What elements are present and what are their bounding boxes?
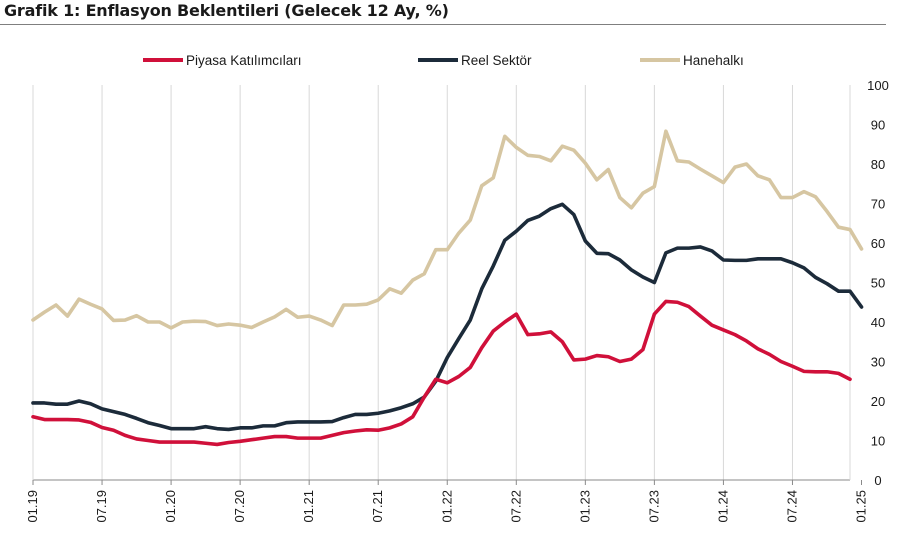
title-divider — [0, 24, 886, 25]
series-line-piyasa-katilimcilari — [31, 299, 852, 447]
y-tick-label: 70 — [871, 197, 885, 212]
x-tick-label: 01.21 — [301, 490, 316, 523]
x-tick-label: 07.20 — [232, 490, 247, 523]
legend-label: Piyasa Katılımcıları — [186, 53, 302, 68]
series-line-hanehalki — [31, 129, 864, 330]
legend-label: Reel Sektör — [461, 53, 532, 68]
x-tick-label: 07.23 — [646, 490, 661, 523]
x-tick-label: 07.22 — [508, 490, 523, 523]
x-tick-label: 01.20 — [163, 490, 178, 523]
y-tick-label: 80 — [871, 157, 885, 172]
x-tick-label: 07.24 — [784, 490, 799, 523]
x-tick-label: 01.22 — [439, 490, 454, 523]
x-tick-label: 07.21 — [370, 490, 385, 523]
x-tick-label: 01.25 — [854, 490, 869, 523]
series-line-reel-sektor — [31, 202, 864, 432]
x-tick-label: 01.19 — [25, 490, 40, 523]
x-tick-label: 01.24 — [715, 490, 730, 523]
y-axis-ticks: 0 10 20 30 40 50 60 70 80 90 100 — [867, 78, 889, 488]
y-tick-label: 90 — [871, 118, 885, 133]
legend: Piyasa Katılımcıları Reel Sektör Hanehalkı — [143, 53, 744, 68]
y-tick-label: 20 — [871, 394, 885, 409]
legend-label: Hanehalkı — [683, 53, 744, 68]
x-tick-label: 01.23 — [577, 490, 592, 523]
y-tick-label: 40 — [871, 315, 885, 330]
y-tick-label: 60 — [871, 236, 885, 251]
x-tick-label: 07.19 — [94, 490, 109, 523]
x-axis-ticks: 01.19 07.19 01.20 07.20 01.21 07.21 01.22 07.22… — [25, 480, 869, 523]
vertical-gridlines — [101, 85, 793, 480]
y-tick-label: 50 — [871, 276, 885, 291]
y-tick-label: 0 — [874, 473, 881, 488]
chart-title: Grafik 1: Enflasyon Beklentileri (Gelece… — [4, 1, 449, 20]
series-lines — [31, 129, 864, 447]
y-tick-label: 100 — [867, 78, 889, 93]
y-tick-label: 10 — [871, 434, 885, 449]
y-tick-label: 30 — [871, 355, 885, 370]
